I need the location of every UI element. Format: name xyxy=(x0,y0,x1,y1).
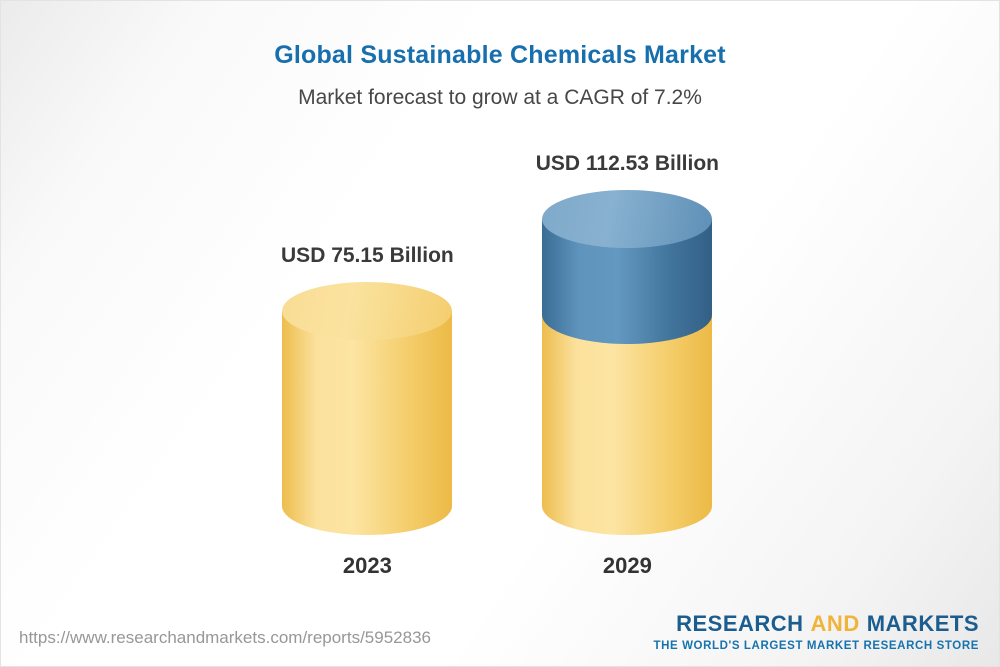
logo-wordmark: RESEARCH AND MARKETS xyxy=(676,611,979,637)
cylinder-2023 xyxy=(282,282,453,535)
logo-word-and: AND xyxy=(810,611,860,636)
value-label-2023: USD 75.15 Billion xyxy=(281,244,454,267)
logo-word-research: RESEARCH xyxy=(676,611,804,636)
cylinder-top-face-yellow xyxy=(282,282,453,340)
report-url-link[interactable]: https://www.researchandmarkets.com/repor… xyxy=(19,628,431,647)
research-and-markets-logo: RESEARCH AND MARKETS THE WORLD'S LARGEST… xyxy=(654,611,980,652)
page-title: Global Sustainable Chemicals Market xyxy=(274,41,726,69)
cylinder-top-face-blue xyxy=(542,190,713,248)
bar-group-2029: USD 112.53 Billion 2029 xyxy=(536,152,719,579)
page-subtitle: Market forecast to grow at a CAGR of 7.2… xyxy=(298,86,702,109)
logo-tagline: THE WORLD'S LARGEST MARKET RESEARCH STOR… xyxy=(653,640,979,652)
axis-label-2023: 2023 xyxy=(342,553,392,578)
logo-word-markets: MARKETS xyxy=(866,611,979,636)
bar-chart: USD 75.15 Billion 2023 USD 112.53 Billio… xyxy=(1,152,999,579)
cylinder-base-segment-yellow xyxy=(542,315,713,535)
chart-header: Global Sustainable Chemicals Market Mark… xyxy=(1,1,999,110)
cylinder-2029 xyxy=(542,190,713,535)
bar-group-2023: USD 75.15 Billion 2023 xyxy=(281,244,454,579)
axis-label-2029: 2029 xyxy=(602,553,652,578)
cylinder-body-yellow xyxy=(282,311,453,535)
value-label-2029: USD 112.53 Billion xyxy=(535,152,719,175)
